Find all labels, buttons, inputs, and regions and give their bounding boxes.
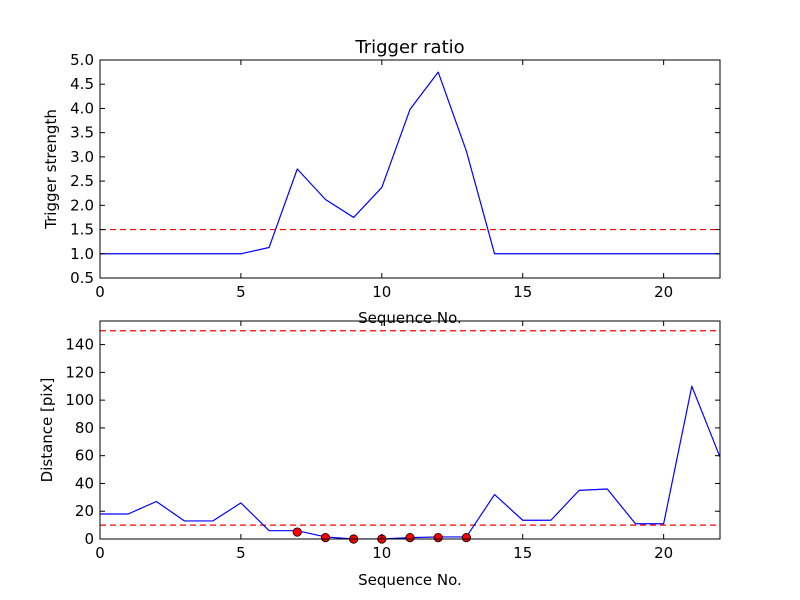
- y-tick-label: 3.5: [70, 124, 94, 142]
- data-point-marker: [292, 527, 302, 537]
- y-tick-label: 100: [65, 391, 94, 409]
- y-tick-label: 20: [75, 502, 94, 520]
- x-axis-label: Sequence No.: [358, 309, 462, 327]
- x-tick-label: 20: [654, 544, 673, 562]
- data-point-marker: [405, 533, 415, 543]
- y-tick-label: 1.0: [70, 245, 94, 263]
- series-line: [100, 71, 720, 255]
- x-tick-label: 15: [513, 283, 532, 301]
- y-tick-label: 120: [65, 363, 94, 381]
- x-tick-label: 5: [236, 544, 246, 562]
- y-axis-label: Distance [pix]: [38, 378, 56, 483]
- y-tick-label: 5.0: [70, 51, 94, 69]
- y-tick-label: 80: [75, 419, 94, 437]
- y-tick-label: 1.5: [70, 221, 94, 239]
- y-tick-label: 60: [75, 447, 94, 465]
- y-tick-label: 40: [75, 474, 94, 492]
- data-point-marker: [433, 533, 443, 543]
- y-tick-label: 3.0: [70, 148, 94, 166]
- data-point-marker: [320, 533, 331, 543]
- y-tick-label: 2.5: [70, 172, 94, 190]
- y-tick-label: 140: [65, 336, 94, 354]
- data-point-marker: [461, 533, 471, 543]
- x-tick-label: 15: [513, 544, 532, 562]
- x-tick-label: 0: [95, 544, 105, 562]
- y-tick-label: 4.5: [70, 75, 94, 93]
- x-tick-label: 0: [95, 283, 105, 301]
- y-tick-label: 4.0: [70, 99, 94, 117]
- trigger-ratio-chart: Trigger ratio Sequence No. Trigger stren…: [42, 37, 721, 327]
- x-tick-label: 10: [372, 283, 391, 301]
- x-axis-label: Sequence No.: [358, 571, 462, 589]
- plot-area: [100, 71, 720, 255]
- axes-frame: [99, 320, 721, 540]
- x-tick-label: 5: [236, 283, 246, 301]
- y-axis-label: Trigger strength: [42, 109, 60, 230]
- y-tick-label: 0.5: [70, 269, 94, 287]
- x-tick-label: 10: [372, 544, 391, 562]
- distance-chart: Sequence No. Distance [pix] 0 5 10 15 20 0 20 4…: [38, 320, 721, 589]
- chart-title: Trigger ratio: [354, 37, 464, 58]
- x-tick-label: 20: [654, 283, 673, 301]
- y-tick-label: 0: [84, 530, 94, 548]
- axes-frame: [99, 59, 721, 279]
- y-tick-label: 2.0: [70, 196, 94, 214]
